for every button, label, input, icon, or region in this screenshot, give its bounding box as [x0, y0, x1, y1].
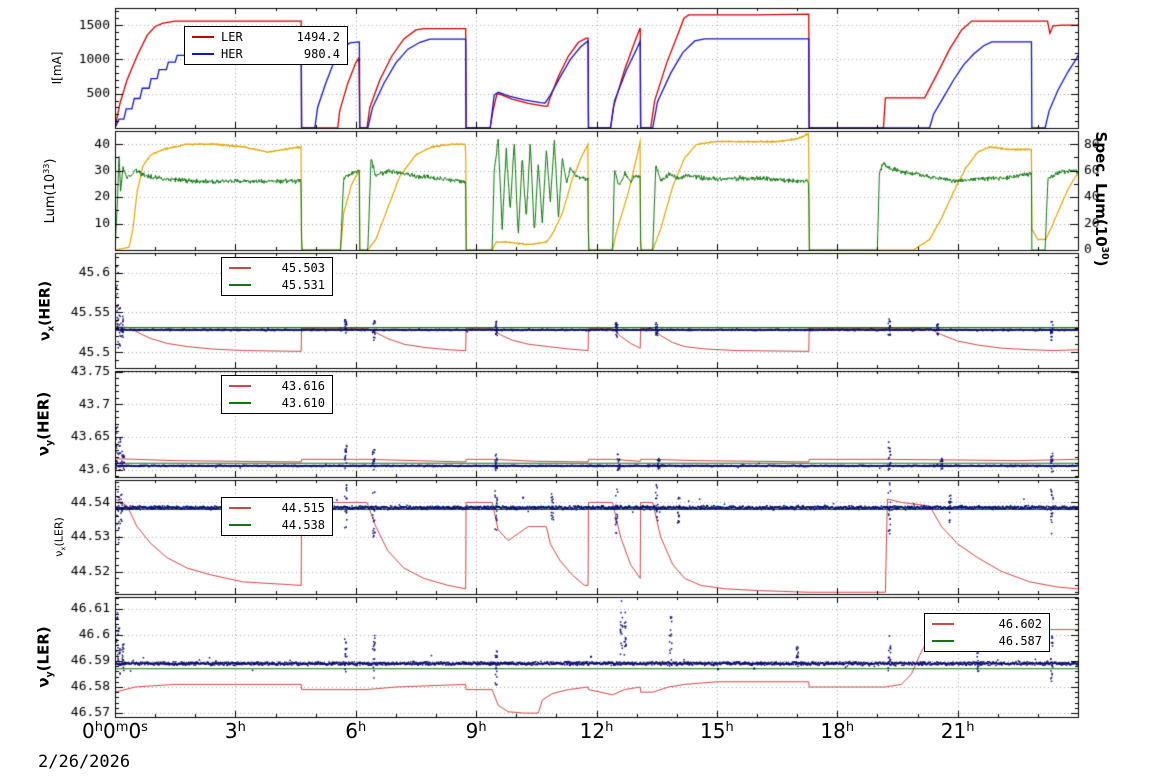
accelerator-operation-monitor: I[mA] Lum(1033) Spec. Lum(1030) νx(HER) νy(H…	[0, 0, 1154, 782]
time-series-plots-canvas	[0, 0, 1154, 782]
